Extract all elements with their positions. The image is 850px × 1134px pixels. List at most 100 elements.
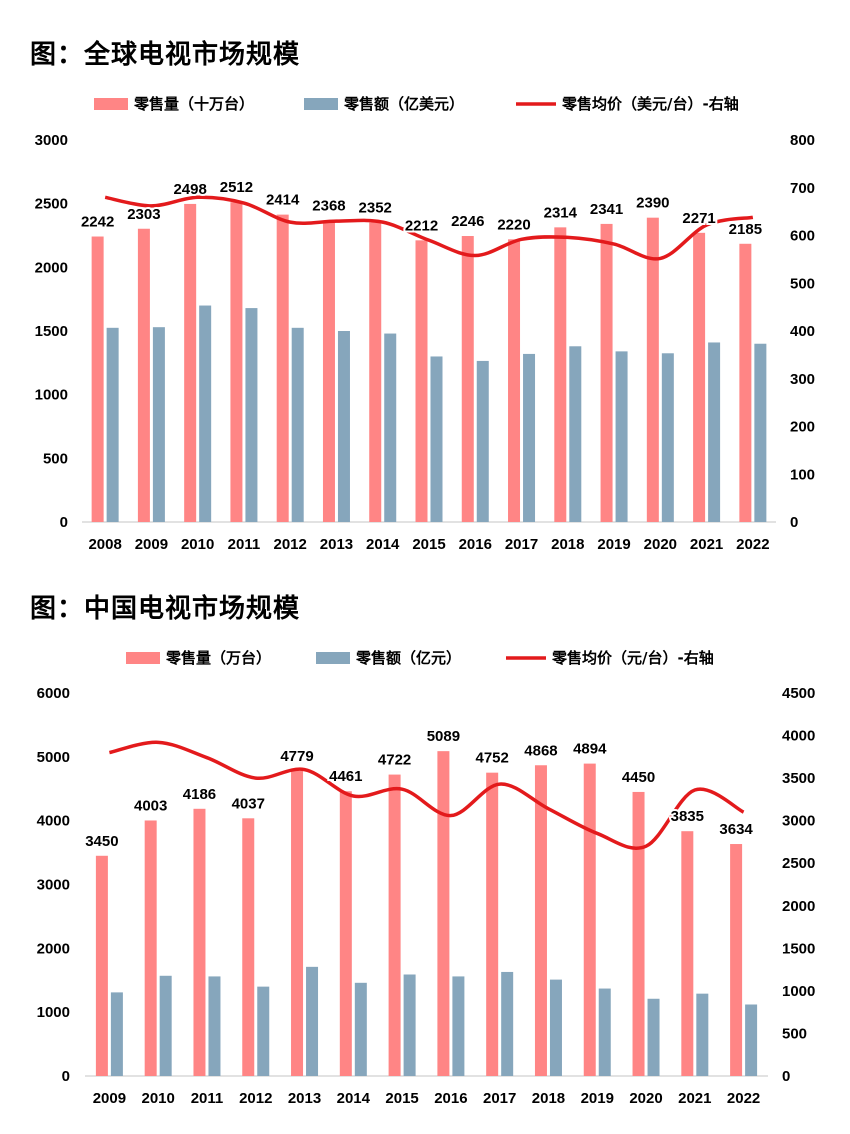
- bar-volume-2020: [632, 791, 645, 1076]
- x-tick-2009: 2009: [93, 1090, 126, 1107]
- bar-value-2017: [501, 971, 514, 1076]
- x-tick-2012: 2012: [274, 536, 307, 553]
- bar-volume-2009: [137, 228, 150, 522]
- bar-volume-2011: [230, 202, 243, 522]
- bar-value-2015: [403, 974, 416, 1076]
- data-label-2019: 4894: [573, 741, 607, 758]
- data-label-2020: 4450: [622, 769, 655, 786]
- y-right-tick: 0: [782, 1068, 790, 1085]
- data-label-2009: 2303: [127, 206, 160, 223]
- bar-value-2019: [615, 351, 628, 522]
- y-left-tick: 6000: [37, 685, 70, 702]
- x-tick-2010: 2010: [141, 1090, 174, 1107]
- x-tick-2012: 2012: [239, 1090, 272, 1107]
- data-label-2014: 2352: [359, 200, 392, 217]
- bar-value-2011: [245, 308, 258, 522]
- legend-swatch: [126, 652, 160, 664]
- bar-volume-2016: [437, 751, 450, 1076]
- data-label-2021: 3835: [671, 808, 704, 825]
- bar-value-2016: [452, 976, 465, 1076]
- legend-item-bar-0: 零售量（万台）: [126, 649, 271, 667]
- y-left-tick: 2000: [35, 259, 68, 276]
- data-label-2016: 2246: [451, 213, 484, 230]
- x-tick-2013: 2013: [288, 1090, 321, 1107]
- bar-volume-2017: [486, 772, 499, 1076]
- bar-value-2021: [708, 342, 721, 522]
- bar-volume-2014: [339, 791, 352, 1076]
- x-tick-2009: 2009: [135, 536, 168, 553]
- legend-swatch: [304, 98, 338, 110]
- data-label-2009: 3450: [85, 833, 118, 850]
- y-left-tick: 500: [43, 450, 68, 467]
- bar-value-2013: [306, 966, 319, 1076]
- y-right-tick: 800: [790, 132, 815, 149]
- y-right-tick: 700: [790, 180, 815, 197]
- x-tick-2021: 2021: [678, 1090, 711, 1107]
- legend-label: 零售均价（美元/台）-右轴: [561, 95, 739, 113]
- x-tick-2018: 2018: [532, 1090, 565, 1107]
- x-tick-2015: 2015: [385, 1090, 418, 1107]
- bar-volume-2021: [681, 831, 694, 1076]
- y-right-tick: 4000: [782, 728, 815, 745]
- bar-value-2018: [549, 979, 562, 1076]
- x-tick-2014: 2014: [337, 1090, 371, 1107]
- legend-swatch: [316, 652, 350, 664]
- bar-volume-2019: [583, 763, 596, 1076]
- bar-value-2012: [257, 986, 270, 1076]
- data-label-2010: 4003: [134, 797, 167, 814]
- bar-volume-2015: [415, 240, 428, 522]
- x-tick-2020: 2020: [644, 536, 677, 553]
- y-left-tick: 3000: [35, 132, 68, 149]
- data-label-2018: 4868: [524, 742, 557, 759]
- data-label-2012: 2414: [266, 192, 300, 209]
- y-left-tick: 0: [60, 514, 68, 531]
- data-label-2022: 3634: [719, 821, 753, 838]
- legend-swatch: [94, 98, 128, 110]
- data-label-2013: 2368: [312, 197, 345, 214]
- legend-item-line-2: 零售均价（美元/台）-右轴: [516, 95, 739, 113]
- data-label-2008: 2242: [81, 214, 114, 231]
- legend-item-line-2: 零售均价（元/台）-右轴: [506, 649, 714, 667]
- y-right-tick: 3500: [782, 770, 815, 787]
- data-label-2022: 2185: [729, 221, 762, 238]
- bar-volume-2008: [91, 236, 104, 522]
- data-label-2015: 4722: [378, 752, 411, 769]
- y-left-tick: 2000: [37, 940, 70, 957]
- bar-value-2016: [476, 360, 489, 522]
- data-label-2020: 2390: [636, 195, 669, 212]
- global-tv-chart: 零售量（十万台） 零售额（亿美元） 零售均价（美元/台）-右轴05001000150…: [35, 95, 815, 553]
- y-left-tick: 2500: [35, 196, 68, 213]
- y-left-tick: 5000: [37, 749, 70, 766]
- bar-volume-2022: [739, 243, 752, 522]
- bar-value-2015: [430, 356, 443, 522]
- x-tick-2013: 2013: [320, 536, 353, 553]
- y-right-tick: 500: [790, 275, 815, 292]
- y-right-tick: 2000: [782, 898, 815, 915]
- x-tick-2011: 2011: [228, 536, 261, 553]
- data-label-2017: 4752: [475, 750, 508, 767]
- bar-volume-2011: [193, 808, 206, 1076]
- bar-volume-2013: [291, 770, 304, 1076]
- y-right-tick: 1500: [782, 940, 815, 957]
- legend-label: 零售量（万台）: [165, 649, 271, 667]
- bar-volume-2020: [646, 217, 659, 522]
- y-right-tick: 600: [790, 228, 815, 245]
- legend-label: 零售额（亿美元）: [343, 95, 464, 113]
- data-label-2014: 4461: [329, 768, 362, 785]
- y-right-tick: 0: [790, 514, 798, 531]
- bar-volume-2014: [369, 222, 382, 522]
- x-tick-2020: 2020: [629, 1090, 662, 1107]
- y-left-tick: 0: [62, 1068, 70, 1085]
- y-left-tick: 1000: [37, 1004, 70, 1021]
- bar-value-2009: [152, 327, 165, 522]
- y-right-tick: 300: [790, 371, 815, 388]
- legend-label: 零售额（亿元）: [355, 649, 461, 667]
- x-tick-2008: 2008: [88, 536, 121, 553]
- data-label-2010: 2498: [173, 181, 206, 198]
- legend: 零售量（万台） 零售额（亿元） 零售均价（元/台）-右轴: [126, 649, 714, 667]
- x-tick-2019: 2019: [597, 536, 630, 553]
- x-tick-2019: 2019: [581, 1090, 614, 1107]
- x-tick-2015: 2015: [412, 536, 445, 553]
- bar-value-2014: [354, 982, 367, 1076]
- chart-title-china: 图：中国电视市场规模: [30, 594, 301, 624]
